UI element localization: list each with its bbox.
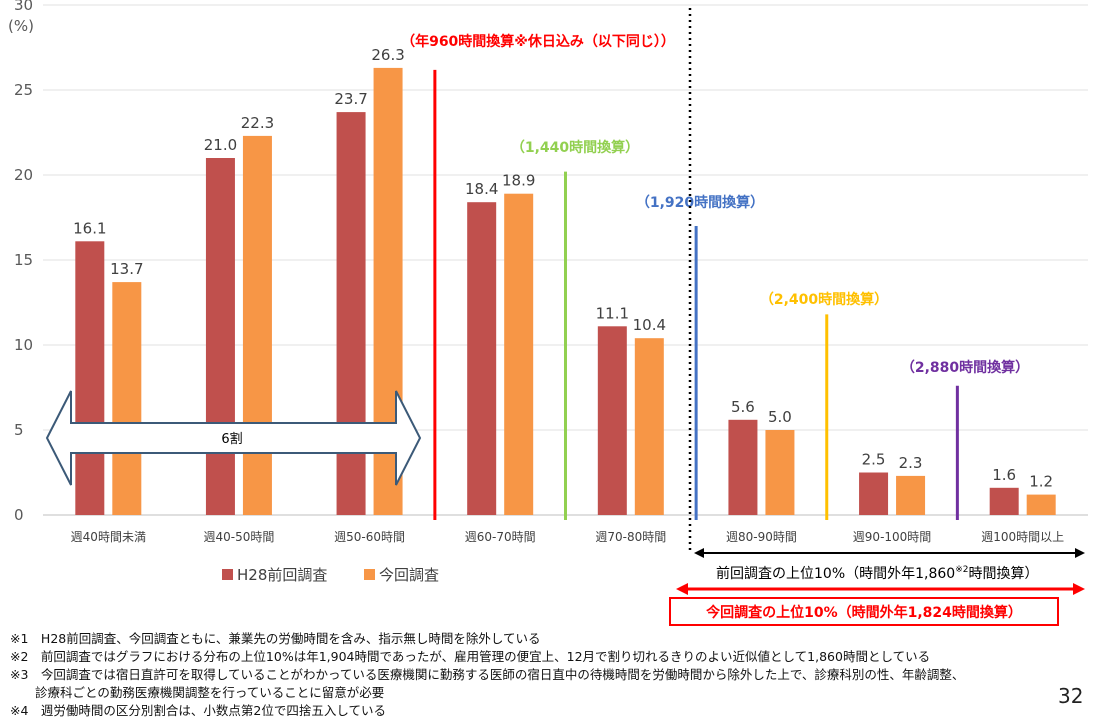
data-label: 5.6 [731,398,755,416]
y-tick-label: 10 [14,336,33,354]
x-tick-label: 週100時間以上 [981,530,1064,544]
data-label: 21.0 [204,136,237,154]
data-label: 5.0 [768,408,792,426]
data-label: 26.3 [371,46,404,64]
data-label: 1.6 [992,466,1016,484]
bar-current [634,338,664,515]
data-label: 23.7 [334,90,367,108]
threshold-label: （2,400時間換算） [760,291,888,308]
data-label: 1.2 [1029,473,1053,491]
previous-top10-arrow-head [694,548,704,558]
data-label: 10.4 [633,316,666,334]
footnote-3-cont: 診療科ごとの勤務医療機関調整を行っていることに留意が必要 [10,685,385,700]
footnote-3: ※3 今回調査では宿日直許可を取得していることがわかっている医療機関に勤務する医… [10,667,965,682]
bar-current [1026,494,1056,515]
y-tick-label: 25 [14,81,33,99]
x-tick-label: 週40時間未満 [71,530,146,544]
x-tick-label: 週70-80時間 [595,530,666,544]
current-top10-arrow-head [1073,583,1085,595]
bar-h28 [597,326,627,515]
threshold-label: （年960時間換算※休日込み（以下同じ）） [401,33,675,50]
previous-top10-label: 前回調査の上位10%（時間外年1,860※2時間換算） [716,565,1038,582]
bar-h28 [859,472,889,515]
data-label: 2.5 [862,451,886,469]
data-label: 11.1 [596,304,629,322]
threshold-label: （1,920時間換算） [636,194,764,211]
six-wari-arrow [45,390,422,486]
legend-swatch [364,569,375,580]
data-label: 22.3 [241,114,274,132]
x-tick-label: 週80-90時間 [726,530,797,544]
y-tick-label: 5 [14,421,24,439]
x-tick-label: 週90-100時間 [853,530,932,544]
y-tick-label: 0 [14,506,24,524]
data-label: 2.3 [899,454,923,472]
legend-swatch [222,569,233,580]
x-tick-label: 週60-70時間 [465,530,536,544]
y-axis-unit: (%) [8,17,34,35]
x-tick-label: 週50-60時間 [334,530,405,544]
legend-label: H28前回調査 [237,566,327,584]
bar-current [896,475,926,515]
bar-current [504,193,534,515]
bar-h28 [728,419,758,515]
bar-h28 [75,241,105,516]
page-number: 32 [1058,684,1084,708]
footnote-2: ※2 前回調査ではグラフにおける分布の上位10%は年1,904時間であったが、雇… [10,649,931,664]
threshold-label: （2,880時間換算） [901,359,1029,376]
bar-h28 [989,487,1019,515]
threshold-label: （1,440時間換算） [511,139,639,156]
current-top10-arrow-head [676,583,688,595]
data-label: 18.4 [465,180,498,198]
bar-current [112,282,142,515]
y-tick-label: 20 [14,166,33,184]
bar-current [765,430,795,515]
bar-h28 [336,112,366,515]
current-top10-box [669,597,1059,626]
footnote-4: ※4 週労働時間の区分別割合は、小数点第2位で四捨五入している [10,703,387,718]
bar-h28 [205,158,235,515]
bar-h28 [467,202,497,515]
y-tick-label: 30 [14,0,33,14]
six-wari-label: 6割 [221,431,242,447]
current-top10-label: 今回調査の上位10%（時間外年1,824時間換算） [705,604,1022,621]
footnote-1: ※1 H28前回調査、今回調査ともに、兼業先の労働時間を含み、指示無し時間を除外… [10,631,541,646]
x-tick-label: 週40-50時間 [204,530,275,544]
previous-top10-arrow-head [1075,548,1085,558]
legend-label: 今回調査 [379,566,439,584]
data-label: 13.7 [110,260,143,278]
data-label: 16.1 [73,219,106,237]
data-label: 18.9 [502,172,535,190]
y-tick-label: 15 [14,251,33,269]
bar-current [242,135,272,515]
